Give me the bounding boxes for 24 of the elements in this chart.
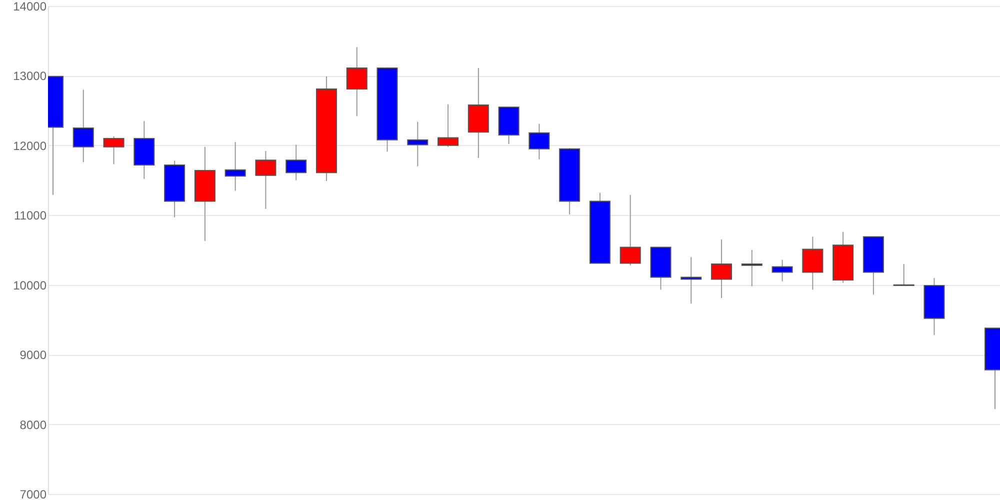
candlestick bbox=[72, 89, 94, 163]
candlestick bbox=[407, 121, 428, 167]
y-tick-label: 9000 bbox=[20, 348, 47, 362]
candlestick bbox=[802, 236, 824, 290]
candlestick bbox=[346, 46, 368, 117]
candlestick bbox=[528, 123, 550, 160]
candlestick bbox=[620, 194, 641, 266]
y-tick-label: 11000 bbox=[14, 208, 47, 223]
candlestick bbox=[772, 259, 793, 282]
candlestick bbox=[711, 239, 732, 299]
y-tick-label: 13000 bbox=[13, 69, 47, 84]
candlestick bbox=[893, 263, 914, 286]
candlestick bbox=[741, 250, 762, 287]
candlestick bbox=[680, 256, 702, 304]
y-tick-label: 7000 bbox=[20, 488, 47, 500]
candlestick bbox=[103, 136, 124, 165]
y-tick-label: 8000 bbox=[20, 418, 47, 432]
y-tick-label: 14000 bbox=[13, 0, 47, 14]
y-tick-label: 10000 bbox=[13, 278, 47, 292]
candlestick bbox=[255, 150, 276, 210]
candlestick bbox=[438, 104, 459, 148]
candlestick bbox=[286, 144, 307, 181]
candlestick bbox=[224, 141, 246, 192]
y-tick-label: 12000 bbox=[13, 138, 47, 153]
